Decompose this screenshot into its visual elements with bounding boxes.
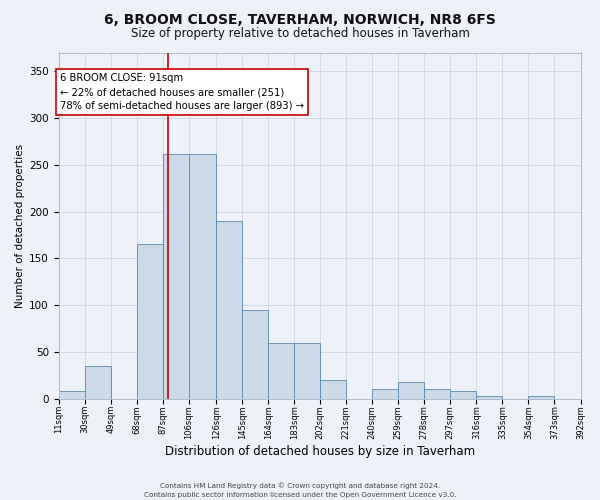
Bar: [242, 310, 268, 398]
Text: Contains HM Land Registry data © Crown copyright and database right 2024.: Contains HM Land Registry data © Crown c…: [160, 482, 440, 489]
Bar: [476, 396, 502, 398]
Bar: [529, 396, 554, 398]
Bar: [189, 154, 216, 398]
Bar: [451, 391, 476, 398]
Y-axis label: Number of detached properties: Number of detached properties: [15, 144, 25, 308]
Bar: [137, 244, 163, 398]
Bar: [373, 390, 398, 398]
Bar: [59, 391, 85, 398]
Text: 6 BROOM CLOSE: 91sqm
← 22% of detached houses are smaller (251)
78% of semi-deta: 6 BROOM CLOSE: 91sqm ← 22% of detached h…: [60, 73, 304, 111]
Text: Contains public sector information licensed under the Open Government Licence v3: Contains public sector information licen…: [144, 492, 456, 498]
X-axis label: Distribution of detached houses by size in Taverham: Distribution of detached houses by size …: [164, 444, 475, 458]
Bar: [398, 382, 424, 398]
Bar: [216, 221, 242, 398]
Text: Size of property relative to detached houses in Taverham: Size of property relative to detached ho…: [131, 28, 469, 40]
Bar: [320, 380, 346, 398]
Bar: [163, 154, 189, 398]
Bar: [424, 390, 451, 398]
Bar: [85, 366, 110, 398]
Bar: [294, 342, 320, 398]
Bar: [268, 342, 294, 398]
Text: 6, BROOM CLOSE, TAVERHAM, NORWICH, NR8 6FS: 6, BROOM CLOSE, TAVERHAM, NORWICH, NR8 6…: [104, 12, 496, 26]
